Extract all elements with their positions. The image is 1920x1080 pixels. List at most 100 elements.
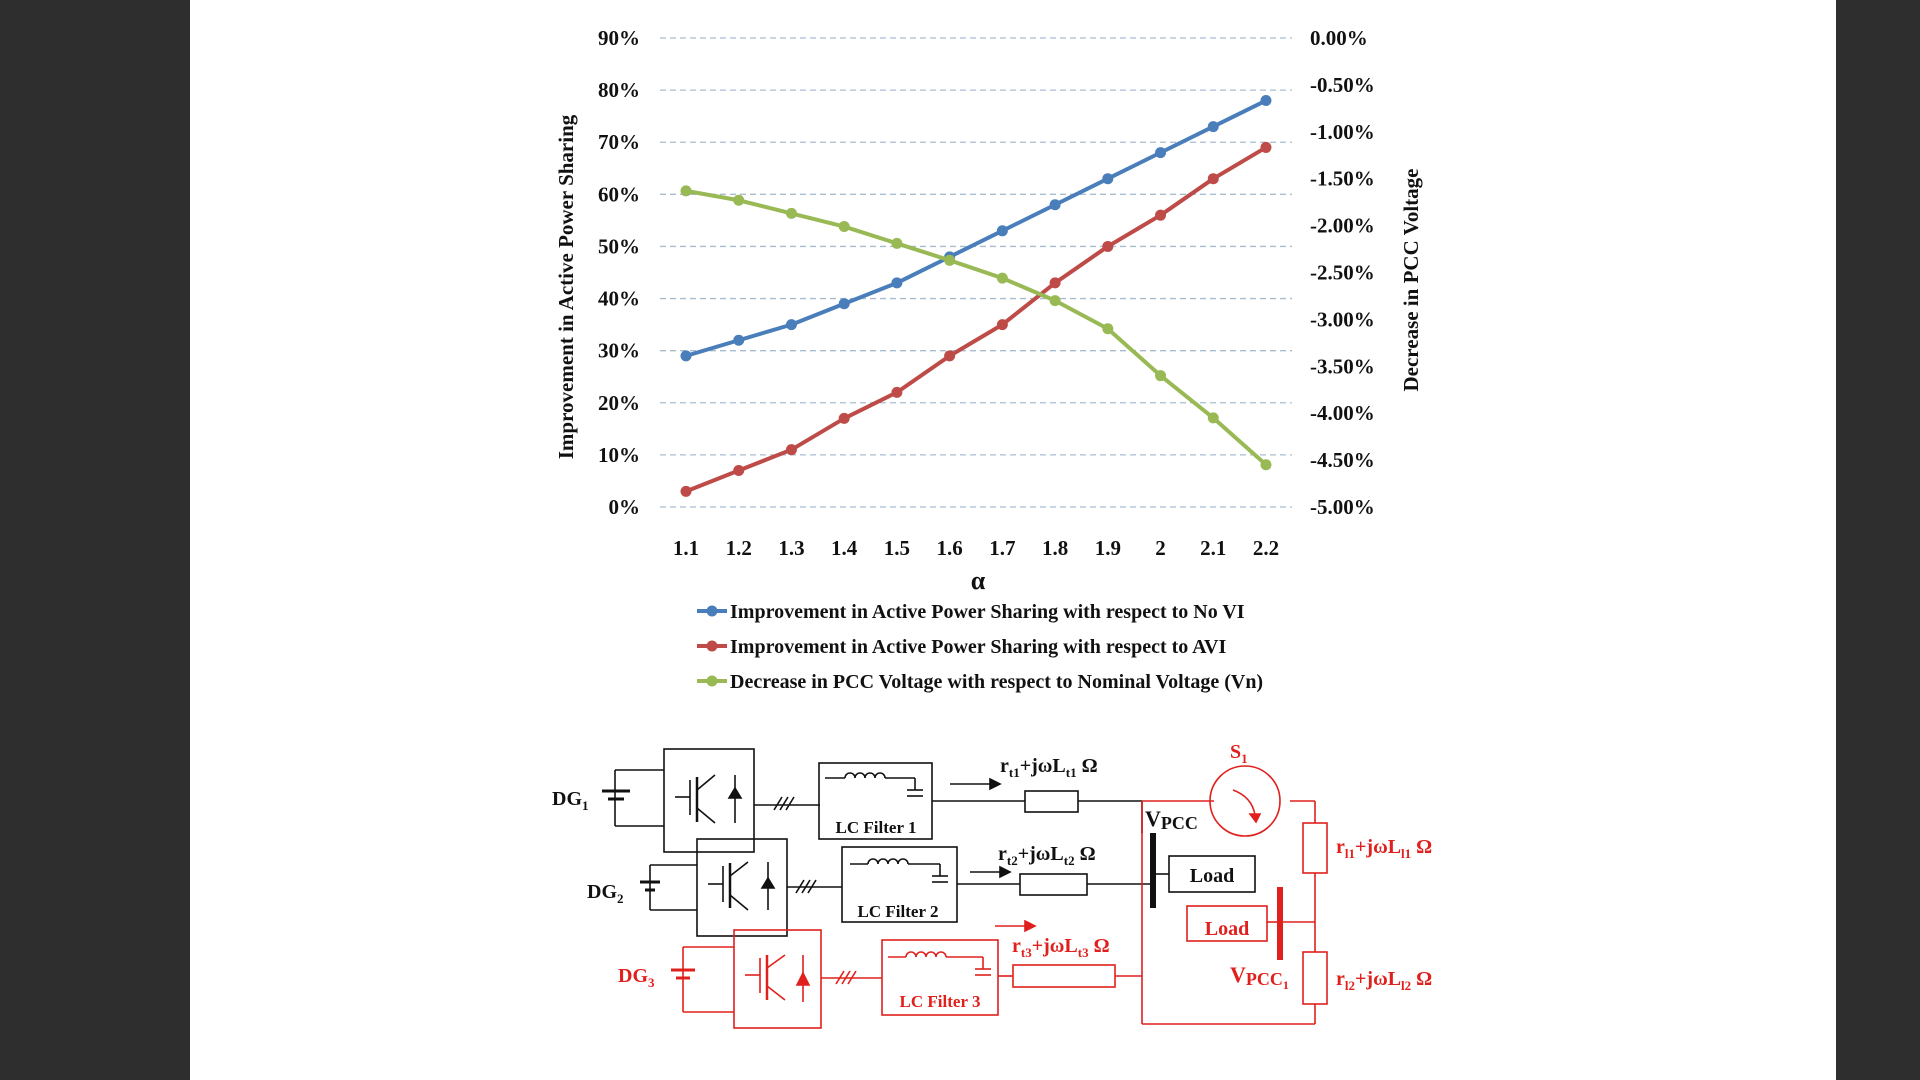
x-tick-label: 1.8 [1042, 536, 1068, 560]
legend-label: Improvement in Active Power Sharing with… [730, 601, 1245, 623]
filter2-label: LC Filter 2 [858, 902, 939, 921]
legend-label: Decrease in PCC Voltage with respect to … [730, 671, 1263, 693]
data-point [1207, 173, 1219, 185]
data-point [1102, 173, 1114, 185]
series-line-2 [685, 145, 1268, 494]
legend-marker [706, 640, 718, 652]
data-point [680, 485, 692, 497]
x-tick-label: 1.3 [778, 536, 804, 560]
x-tick-label: 1.4 [831, 536, 858, 560]
data-point [785, 444, 797, 456]
data-point [1207, 121, 1219, 133]
y2-tick-label: -4.00% [1310, 401, 1375, 425]
series-lines [680, 95, 1272, 497]
series-line-3 [685, 188, 1268, 467]
series-line-1 [685, 98, 1267, 358]
legend-marker [706, 675, 718, 687]
gridlines [660, 37, 1292, 508]
y-tick-label: 40% [598, 287, 640, 311]
dg1-label: DG1 [552, 788, 589, 813]
data-point [733, 194, 745, 206]
y-tick-label: 60% [598, 182, 640, 206]
y2-tick-label: -3.00% [1310, 307, 1375, 331]
x-axis-ticks: 1.1 1.2 1.3 1.4 1.5 1.6 1.7 1.8 1.9 2 2.1 2.2 [673, 536, 1279, 560]
dg3-branch [671, 765, 1328, 1029]
y2-tick-label: -2.00% [1310, 214, 1375, 238]
y2-tick-label: -3.50% [1310, 354, 1375, 378]
data-point [1102, 323, 1114, 335]
dg1-branch [602, 748, 1142, 853]
y2-tick-label: -1.00% [1310, 120, 1375, 144]
data-point [1049, 199, 1061, 211]
data-point [838, 221, 850, 233]
y-tick-label: 30% [598, 339, 640, 363]
y2-tick-label: -1.50% [1310, 167, 1375, 191]
line2-impedance-label: rt2+jωLt2 Ω [998, 843, 1096, 868]
data-point [1155, 370, 1167, 382]
data-point [1260, 459, 1272, 471]
data-point [1260, 95, 1272, 107]
data-point [944, 254, 956, 266]
line-chart: 0% 10% 20% 30% 40% 50% 60% 70% 80% 90% 0.00% -0.50… [554, 26, 1423, 693]
filter3-label: LC Filter 3 [900, 992, 981, 1011]
y2-axis-label: Decrease in PCC Voltage [1399, 169, 1423, 392]
data-point [733, 465, 745, 477]
x-tick-label: 1.5 [884, 536, 910, 560]
data-point [1049, 295, 1061, 307]
tie2-impedance-label: rl2+jωLl2 Ω [1336, 968, 1432, 993]
data-point [1155, 209, 1167, 221]
left-axis-ticks: 0% 10% 20% 30% 40% 50% 60% 70% 80% 90% [598, 26, 640, 519]
x-axis-label: α [971, 566, 986, 595]
dg2-label: DG2 [587, 881, 624, 906]
data-point [996, 225, 1008, 237]
right-axis-ticks: 0.00% -0.50% -1.00% -1.50% -2.00% -2.50% -3.00… [1310, 26, 1375, 519]
y2-tick-label: -4.50% [1310, 448, 1375, 472]
x-tick-label: 1.7 [989, 536, 1015, 560]
x-tick-label: 2.1 [1200, 536, 1226, 560]
data-point [1207, 412, 1219, 424]
y-tick-label: 90% [598, 26, 640, 50]
x-tick-label: 2.2 [1253, 536, 1279, 560]
legend: Improvement in Active Power Sharing with… [697, 601, 1263, 693]
y-tick-label: 10% [598, 443, 640, 467]
y-tick-label: 70% [598, 130, 640, 154]
line3-impedance-label: rt3+jωLt3 Ω [1012, 935, 1110, 960]
data-point [785, 319, 797, 331]
data-point [1049, 277, 1061, 289]
data-point [680, 185, 692, 197]
pcc-area [1141, 801, 1256, 908]
x-tick-label: 2 [1155, 536, 1166, 560]
dg2-branch [640, 838, 1152, 937]
data-point [891, 386, 903, 398]
legend-marker [706, 605, 718, 617]
data-point [891, 237, 903, 249]
tie1-impedance-label: rl1+jωLl1 Ω [1336, 836, 1432, 861]
y-tick-label: 20% [598, 391, 640, 415]
y-axis-label: Improvement in Active Power Sharing [554, 114, 578, 459]
y2-tick-label: 0.00% [1310, 26, 1368, 50]
data-point [785, 207, 797, 219]
load2-label: Load [1205, 918, 1249, 940]
data-point [680, 350, 692, 362]
line1-impedance-label: rt1+jωLt1 Ω [1000, 755, 1098, 780]
y-tick-label: 50% [598, 234, 640, 258]
data-point [996, 319, 1008, 331]
legend-label: Improvement in Active Power Sharing with… [730, 636, 1226, 658]
data-point [996, 272, 1008, 284]
vpcc-label: VPCC [1145, 806, 1198, 833]
y2-tick-label: -2.50% [1310, 261, 1375, 285]
dg3-label: DG3 [618, 965, 655, 990]
data-point [1155, 147, 1167, 159]
data-point [838, 412, 850, 424]
data-point [733, 334, 745, 346]
x-tick-label: 1.9 [1095, 536, 1121, 560]
y-tick-label: 80% [598, 78, 640, 102]
document-page [190, 0, 1836, 1080]
vpcc1-label: VPCC1 [1230, 962, 1289, 992]
data-point [1260, 141, 1272, 153]
load1-label: Load [1190, 865, 1234, 887]
x-tick-label: 1.2 [726, 536, 752, 560]
filter1-label: LC Filter 1 [836, 818, 917, 837]
